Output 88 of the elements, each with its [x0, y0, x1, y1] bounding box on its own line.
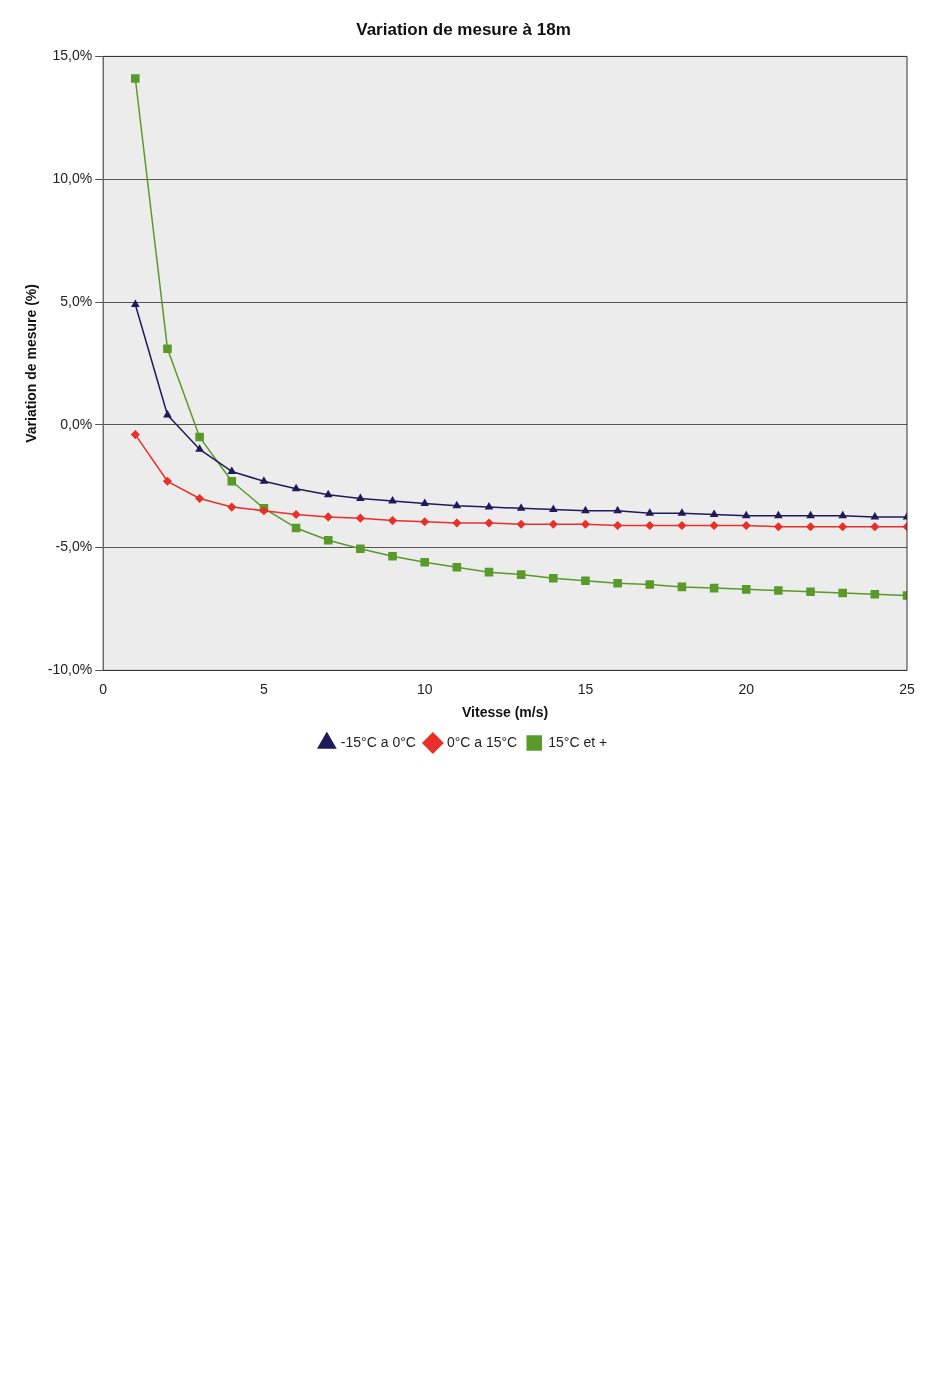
point — [581, 576, 590, 586]
point — [581, 506, 590, 514]
point — [356, 494, 365, 501]
point — [163, 477, 172, 486]
point — [678, 508, 686, 516]
point — [131, 430, 140, 439]
point — [163, 410, 172, 418]
point — [291, 510, 301, 519]
point — [645, 580, 655, 589]
legend-label: 15°C et + — [548, 733, 608, 750]
point — [452, 518, 462, 528]
point — [549, 505, 558, 513]
point — [453, 501, 461, 509]
y-tick-label: 15,0% — [52, 47, 93, 64]
point — [227, 467, 236, 474]
point — [420, 499, 429, 506]
point — [485, 502, 493, 510]
point — [870, 589, 880, 599]
point — [323, 535, 333, 545]
x-tick-label: 10 — [416, 680, 433, 697]
legend-label: -15°C a 0°C — [340, 733, 416, 750]
point — [420, 517, 429, 527]
point — [388, 551, 397, 561]
x-tick-label: 25 — [899, 680, 915, 697]
x-tick-label: 15 — [577, 680, 594, 697]
point — [741, 585, 751, 594]
point — [227, 502, 237, 512]
point — [838, 511, 847, 519]
point — [517, 504, 525, 511]
point — [677, 521, 687, 530]
point — [774, 586, 783, 595]
point — [806, 587, 815, 597]
y-tick-label: -5,0% — [55, 538, 93, 555]
point — [741, 521, 751, 530]
point — [645, 521, 655, 530]
point — [838, 522, 847, 531]
point — [484, 567, 494, 577]
point — [356, 513, 365, 523]
point — [549, 574, 558, 583]
point — [774, 522, 783, 531]
point — [806, 522, 815, 531]
point — [581, 520, 590, 529]
point — [709, 583, 719, 593]
point — [613, 578, 622, 588]
point — [388, 496, 397, 504]
point — [549, 520, 558, 529]
point — [324, 490, 333, 498]
point — [484, 518, 494, 528]
point — [871, 512, 879, 520]
point — [613, 521, 622, 530]
y-axis-title: Variation de mesure (%) — [23, 284, 40, 443]
point — [806, 511, 815, 519]
point — [645, 508, 654, 516]
point — [195, 494, 204, 503]
point — [291, 523, 301, 533]
point — [742, 511, 751, 519]
point — [356, 544, 365, 554]
x-tick-label: 5 — [260, 680, 269, 697]
point — [613, 506, 622, 514]
point — [838, 588, 847, 598]
point — [227, 477, 237, 486]
point — [163, 344, 172, 353]
point — [131, 74, 140, 83]
point — [292, 484, 300, 492]
y-tick-label: 0,0% — [60, 415, 93, 432]
x-tick-label: 20 — [738, 680, 755, 697]
x-tick-label: 0 — [99, 680, 108, 697]
point — [516, 520, 526, 529]
y-tick-label: 10,0% — [52, 170, 93, 187]
point — [710, 510, 718, 517]
point — [870, 522, 880, 531]
point — [516, 570, 526, 579]
legend-label: 0°C a 15°C — [446, 733, 518, 750]
point — [131, 300, 140, 307]
point — [452, 562, 462, 572]
x-axis-title: Vitesse (m/s) — [462, 704, 549, 721]
point — [195, 445, 204, 452]
point — [709, 521, 719, 530]
point — [195, 432, 204, 442]
y-tick-label: -10,0% — [47, 661, 93, 678]
point — [260, 477, 268, 484]
point — [388, 516, 397, 525]
chart-title: Variation de mesure à 18m — [356, 19, 571, 39]
point — [420, 558, 429, 567]
point — [323, 512, 333, 522]
point — [677, 582, 687, 592]
y-tick-label: 5,0% — [60, 292, 93, 309]
point — [774, 511, 783, 519]
